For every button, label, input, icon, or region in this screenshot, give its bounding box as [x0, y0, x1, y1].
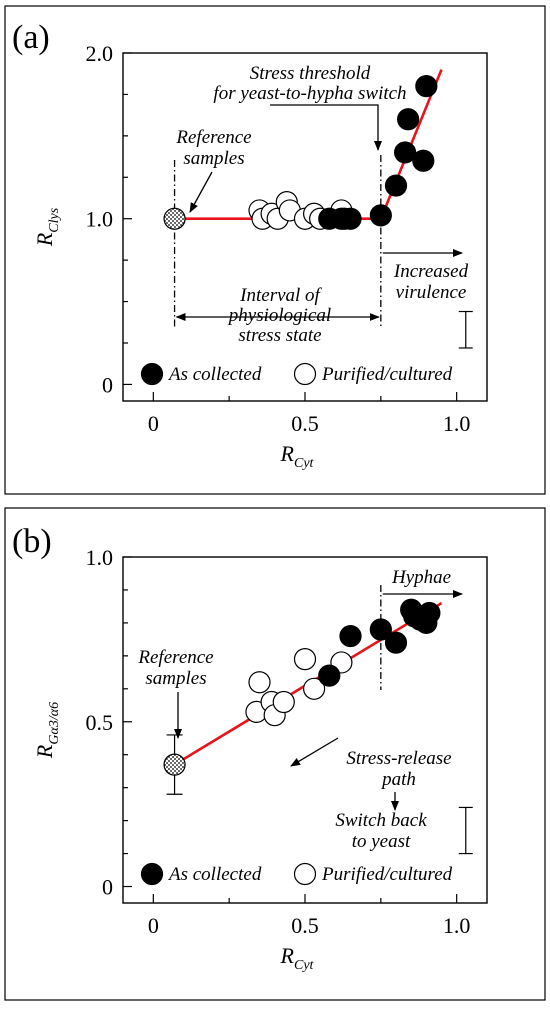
legend-open-label: Purified/cultured: [321, 864, 453, 885]
x-tick-label: 0: [148, 411, 159, 436]
y-tick-label: 0.5: [86, 710, 114, 735]
panel-a-annotations: Stress threshold for yeast-to-hypha swit…: [175, 63, 468, 346]
switch-back-label-line1: Switch back: [335, 810, 427, 831]
data-point-filled: [394, 141, 417, 164]
virulence-label-line2: virulence: [396, 282, 467, 303]
x-tick-label: 1.0: [443, 411, 471, 436]
y-tick-label: 0: [102, 372, 113, 397]
panel-b-legend: As collected Purified/cultured: [140, 862, 453, 886]
virulence-label-line1: Increased: [393, 261, 469, 282]
threshold-pointer-arrow: [270, 104, 382, 151]
y-tick-label: 0: [102, 875, 113, 900]
x-axis-label: RCyt: [280, 441, 315, 471]
x-tick-label: 0.5: [291, 411, 319, 436]
legend-filled-marker: [140, 362, 164, 386]
reference-point: [163, 753, 186, 776]
stress-release-label-line2: path: [380, 769, 416, 790]
panel-a-data: [163, 69, 473, 349]
stress-threshold-label-line1: Stress threshold: [250, 63, 371, 84]
x-axis-label-subscript: Cyt: [294, 456, 315, 471]
stress-threshold-label-line2: for yeast-to-hypha switch: [213, 83, 406, 104]
data-point-open: [303, 677, 326, 700]
reference-label-line1: Reference: [175, 127, 251, 148]
panel-b-frame: [4, 507, 546, 1001]
legend-open-marker: [293, 362, 317, 386]
legend-open-marker: [293, 862, 317, 886]
interval-label-line3: stress state: [238, 325, 321, 346]
data-point-filled: [369, 618, 392, 641]
reference-label-line1: Reference: [137, 647, 213, 668]
y-axis-label-subscript: Gα3/α6: [47, 702, 62, 745]
data-point-filled: [384, 631, 408, 654]
panel-b-label: (b): [12, 523, 52, 560]
x-tick-label: 0: [148, 913, 159, 938]
panel-a-frame: [4, 5, 546, 495]
data-point-filled: [415, 75, 438, 98]
switch-back-label-line2: to yeast: [352, 831, 411, 852]
data-point-filled: [384, 174, 408, 197]
reference-pointer-arrow: [189, 171, 213, 213]
x-axis-label-subscript: Cyt: [294, 958, 315, 973]
reference-label-line2: samples: [183, 148, 244, 169]
panel-a-label: (a): [12, 19, 50, 56]
panel-a-axes: 0 0.5 1.0 0 1.0 2.0 RCyt RClys: [32, 41, 470, 471]
x-tick-label: 0.5: [291, 913, 319, 938]
data-point-open: [293, 648, 317, 671]
y-tick-label: 1.0: [86, 545, 114, 570]
legend-filled-label: As collected: [167, 864, 262, 885]
data-point-filled: [397, 108, 420, 131]
data-point-filled: [418, 601, 441, 625]
y-axis-label: RGα3/α6: [32, 702, 62, 759]
y-axis-label: RClys: [32, 207, 62, 247]
hyphae-label: Hyphae: [391, 567, 451, 588]
data-point-filled: [339, 207, 362, 230]
legend-open-label: Purified/cultured: [321, 364, 453, 385]
panel-b: (b) 0 0.5 1.0 0 0.5 1.0 RCyt RGα3/α6 Hyphae Ref…: [4, 507, 546, 1001]
data-point-filled: [318, 664, 341, 687]
data-point-open: [272, 690, 295, 714]
y-axis-label-subscript: Clys: [47, 207, 62, 232]
x-axis-label: RCyt: [280, 943, 315, 973]
interval-label-line1: Interval of: [239, 285, 322, 306]
legend-filled-label: As collected: [167, 364, 262, 385]
data-point-filled: [369, 204, 392, 227]
panel-b-annotations: Hyphae Reference samples Stress-release …: [137, 567, 451, 852]
stress-release-arrow: [290, 737, 339, 767]
reference-point: [163, 207, 186, 230]
legend-filled-marker: [140, 862, 164, 886]
y-tick-label: 2.0: [86, 41, 114, 66]
interval-label-line2: physiological: [227, 305, 331, 326]
reference-label-line2: samples: [145, 668, 206, 689]
data-point-filled: [412, 149, 435, 172]
x-tick-label: 1.0: [443, 913, 471, 938]
panel-b-data: [163, 585, 473, 855]
data-point-filled: [339, 624, 362, 648]
panel-a: (a) 0 0.5 1.0 0 1.0 2.0 RCyt RClys Stress thres…: [4, 5, 546, 495]
y-tick-label: 1.0: [86, 207, 114, 232]
stress-release-label-line1: Stress-release: [346, 748, 451, 769]
data-point-open: [248, 671, 271, 694]
panel-a-legend: As collected Purified/cultured: [140, 362, 453, 386]
